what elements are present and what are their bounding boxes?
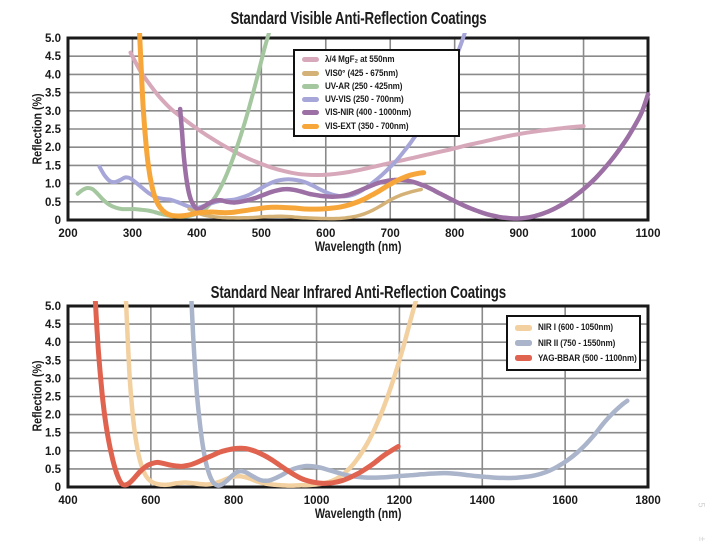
page-edge-mark: 5 xyxy=(696,502,707,508)
legend-swatch xyxy=(302,97,319,103)
x-tick-label-1600: 1600 xyxy=(552,495,578,507)
legend-item: λ/4 MgF₂ at 550nm xyxy=(302,53,454,66)
legend-label: VIS-NIR (400 - 1000nm) xyxy=(325,107,412,119)
chart-title: Standard Visible Anti-Reflection Coating… xyxy=(0,8,716,29)
legend-label: NIR I (600 - 1050nm) xyxy=(538,322,614,334)
visible-ar-plot: 0 0.5 1.0 1.5 2.0 2.5 3.0 3.5 4.0 4.5 5.0 200 300 400… xyxy=(45,33,661,240)
curve-nir-ii-750-1550nm xyxy=(189,301,630,488)
curve-vis-ext-350-700nm xyxy=(137,33,427,219)
legend-swatch xyxy=(515,340,532,346)
legend-label: VIS-EXT (350 - 700nm) xyxy=(325,120,409,132)
y-tick-label-4.0: 4.0 xyxy=(45,337,61,349)
y-axis-label-text: Reflection (%) xyxy=(29,93,45,165)
visible-ar-chart: 0 0.5 1.0 1.5 2.0 2.5 3.0 3.5 4.0 4.5 5.0 200 300 400… xyxy=(0,8,716,254)
legend-swatch xyxy=(302,123,319,129)
x-tick-label-700: 700 xyxy=(381,228,400,240)
page-edge-mark: ± xyxy=(697,536,708,542)
x-tick-label-800: 800 xyxy=(445,228,464,240)
y-axis-label: Reflection (%) xyxy=(30,353,45,440)
y-tick-label-0.5: 0.5 xyxy=(45,464,62,476)
y-tick-label-1.0: 1.0 xyxy=(45,446,61,458)
chart-title-text: Standard Near Infrared Anti-Reflection C… xyxy=(210,282,506,302)
x-axis-label: Wavelength (nm) xyxy=(0,239,716,254)
y-tick-label-5.0: 5.0 xyxy=(45,33,61,45)
y-tick-label-0: 0 xyxy=(55,215,61,227)
x-tick-label-600: 600 xyxy=(316,228,335,240)
x-axis-label-text: Wavelength (nm) xyxy=(314,239,402,254)
x-tick-label-600: 600 xyxy=(141,495,160,507)
x-tick-label-300: 300 xyxy=(123,228,142,240)
x-tick-label-400: 400 xyxy=(187,228,206,240)
y-tick-label-2.0: 2.0 xyxy=(45,142,61,154)
x-axis-label: Wavelength (nm) xyxy=(0,506,716,521)
y-tick-label-2.5: 2.5 xyxy=(45,392,62,404)
y-tick-label-0.5: 0.5 xyxy=(45,197,62,209)
y-tick-label-3.0: 3.0 xyxy=(45,373,61,385)
legend-item: UV-VIS (250 - 700nm) xyxy=(302,93,454,106)
y-tick-label-3.5: 3.5 xyxy=(45,355,62,367)
x-tick-label-1000: 1000 xyxy=(571,228,597,240)
plot-border xyxy=(66,304,650,489)
y-tick-label-1.5: 1.5 xyxy=(45,160,62,172)
x-tick-label-1000: 1000 xyxy=(304,495,330,507)
legend-box: λ/4 MgF₂ at 550nm VIS0° (425 - 675nm) UV… xyxy=(293,49,460,137)
curve-uv-vis-250-700nm xyxy=(97,33,467,210)
legend-label: UV-VIS (250 - 700nm) xyxy=(325,94,404,106)
legend-item: VIS-EXT (350 - 700nm) xyxy=(302,120,454,133)
y-axis-label-text: Reflection (%) xyxy=(29,360,45,432)
curve-uv-ar-250-425nm xyxy=(75,33,272,219)
curve-yag-bbar-500-1100nm xyxy=(92,301,401,488)
legend-item: VIS-NIR (400 - 1000nm) xyxy=(302,106,454,119)
legend-item: UV-AR (250 - 425nm) xyxy=(302,80,454,93)
legend-label: YAG-BBAR (500 - 1100nm) xyxy=(538,352,637,364)
legend-label: NIR II (750 - 1550nm) xyxy=(538,337,616,349)
curve-4-mgf-at-550nm xyxy=(128,50,586,177)
x-tick-label-1100: 1100 xyxy=(636,228,661,240)
legend-swatch xyxy=(515,324,532,331)
x-tick-label-500: 500 xyxy=(252,228,271,240)
y-tick-label-1.0: 1.0 xyxy=(45,179,61,191)
y-tick-label-5.0: 5.0 xyxy=(45,301,61,313)
x-tick-label-1400: 1400 xyxy=(469,495,495,507)
curve-nir-i-600-1050nm xyxy=(123,301,419,488)
legend-label: VIS0° (425 - 675nm) xyxy=(325,67,398,79)
y-tick-label-4.5: 4.5 xyxy=(45,319,62,331)
y-tick-label-3.0: 3.0 xyxy=(45,106,61,118)
legend-box: NIR I (600 - 1050nm) NIR II (750 - 1550n… xyxy=(506,315,641,371)
plot-border xyxy=(66,36,650,222)
x-tick-label-900: 900 xyxy=(510,228,529,240)
legend-swatch xyxy=(302,57,319,63)
legend-swatch xyxy=(302,110,319,116)
x-tick-label-400: 400 xyxy=(58,495,77,507)
legend-swatch xyxy=(302,83,319,89)
x-tick-label-1800: 1800 xyxy=(635,495,661,507)
y-tick-label-2.5: 2.5 xyxy=(45,124,62,136)
legend-swatch xyxy=(515,355,532,362)
x-tick-label-800: 800 xyxy=(224,495,243,507)
legend-swatch xyxy=(302,70,319,76)
chart-title-text: Standard Visible Anti-Reflection Coating… xyxy=(229,8,487,28)
y-tick-label-1.5: 1.5 xyxy=(45,428,62,440)
y-tick-label-0: 0 xyxy=(55,482,61,494)
x-tick-label-1200: 1200 xyxy=(387,495,413,507)
legend-item: NIR II (750 - 1550nm) xyxy=(515,337,635,350)
legend-label: UV-AR (250 - 425nm) xyxy=(325,80,403,92)
chart-title: Standard Near Infrared Anti-Reflection C… xyxy=(0,282,716,303)
y-axis-label: Reflection (%) xyxy=(30,86,45,173)
y-tick-label-4.0: 4.0 xyxy=(45,69,61,81)
y-tick-label-2.0: 2.0 xyxy=(45,410,61,422)
curve-vis0-425-675nm xyxy=(187,187,423,221)
y-tick-label-4.5: 4.5 xyxy=(45,51,62,63)
x-tick-label-200: 200 xyxy=(58,228,77,240)
legend-item: YAG-BBAR (500 - 1100nm) xyxy=(515,352,637,365)
legend-item: VIS0° (425 - 675nm) xyxy=(302,67,454,80)
legend-label: λ/4 MgF₂ at 550nm xyxy=(325,54,395,66)
legend-item: NIR I (600 - 1050nm) xyxy=(515,321,635,334)
y-tick-label-3.5: 3.5 xyxy=(45,88,62,100)
near-infrared-ar-chart: 0 0.5 1.0 1.5 2.0 2.5 3.0 3.5 4.0 4.5 5.0 400 600 800… xyxy=(0,275,716,550)
x-axis-label-text: Wavelength (nm) xyxy=(314,506,402,521)
